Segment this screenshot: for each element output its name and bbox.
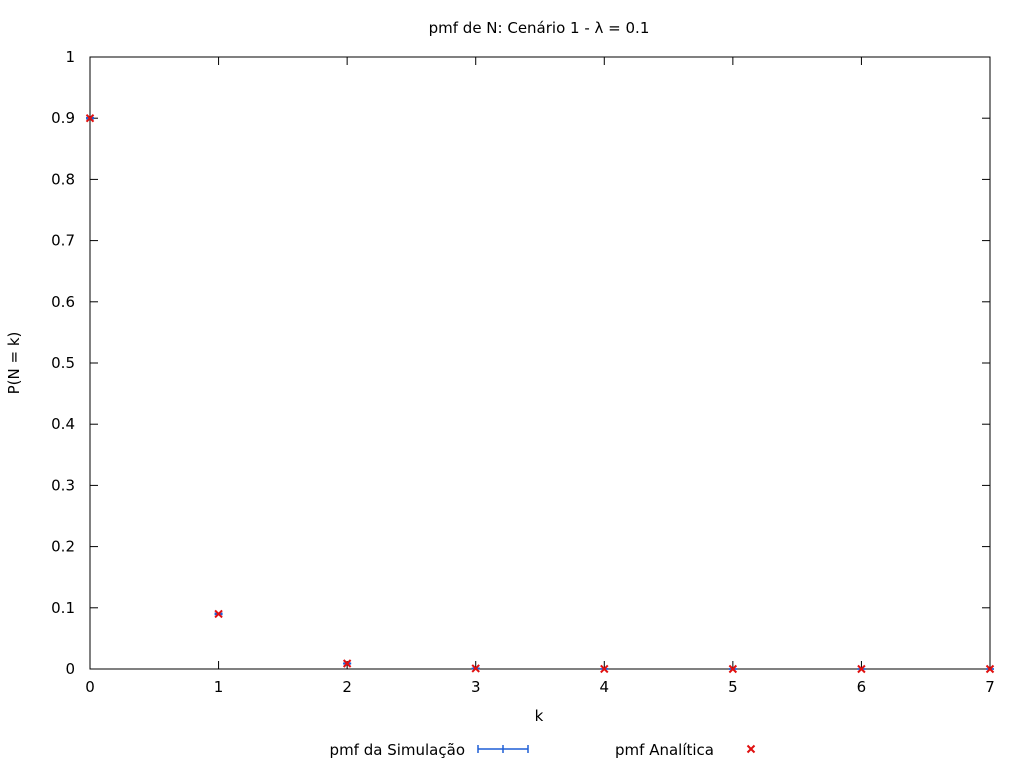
chart-title: pmf de N: Cenário 1 - λ = 0.1: [429, 19, 650, 37]
analytic-point: [471, 664, 480, 673]
y-tick-label: 0.1: [51, 599, 75, 617]
legend-key-analitica: [746, 744, 756, 754]
y-tick-label: 0.6: [51, 293, 75, 311]
analytic-point: [85, 113, 95, 123]
y-axis: 0 0.1 0.2 0.3 0.4 0.5 0.6 0.7 0.8 0.9 1: [51, 48, 990, 678]
x-tick-label: 1: [214, 678, 224, 696]
series-layer: [85, 113, 995, 674]
x-tick-label: 7: [985, 678, 995, 696]
x-axis-label: k: [535, 707, 544, 725]
x-tick: 0: [85, 57, 95, 696]
analytic-point: [728, 664, 738, 674]
x-axis: 0 1 2 3 4 5 6 7: [85, 57, 995, 696]
y-tick: 0.4: [51, 415, 990, 433]
legend-key-simulacao: [477, 745, 529, 753]
analytic-point: [857, 664, 866, 674]
y-tick-label: 0.8: [51, 170, 75, 188]
y-tick: 0.7: [51, 232, 990, 250]
legend-label-analitica: pmf Analítica: [615, 741, 714, 759]
x-tick: 1: [214, 57, 224, 696]
x-tick-label: 3: [471, 678, 481, 696]
analytic-point: [214, 609, 223, 619]
x-tick: 6: [857, 57, 867, 696]
y-tick-label: 0.5: [51, 354, 75, 372]
x-tick: 5: [728, 57, 738, 696]
y-tick-label: 0: [65, 660, 75, 678]
y-tick-label: 0.2: [51, 538, 75, 556]
x-tick: 4: [600, 57, 610, 696]
y-tick-label: 0.4: [51, 415, 75, 433]
x-tick-label: 0: [85, 678, 95, 696]
y-tick: 0.2: [51, 538, 990, 556]
y-tick: 1: [65, 48, 990, 66]
y-tick: 0.6: [51, 293, 990, 311]
legend-label-simulacao: pmf da Simulação: [330, 741, 465, 759]
x-tick: 2: [342, 57, 352, 696]
x-tick: 3: [471, 57, 481, 696]
y-tick-label: 1: [65, 48, 75, 66]
y-tick: 0.5: [51, 354, 990, 372]
x-tick-label: 4: [600, 678, 610, 696]
y-tick: 0.8: [51, 170, 990, 188]
analytic-point: [600, 664, 609, 674]
y-tick-label: 0.9: [51, 109, 75, 127]
y-tick: 0.9: [51, 109, 990, 127]
y-tick: 0.3: [51, 476, 990, 494]
analytic-point: [985, 664, 995, 674]
y-tick-label: 0.3: [51, 476, 75, 494]
x-tick-label: 2: [342, 678, 352, 696]
x-tick-label: 5: [728, 678, 738, 696]
y-axis-label: P(N = k): [5, 332, 23, 395]
analytic-point: [342, 659, 352, 668]
legend: pmf da Simulação pmf Analítica: [330, 741, 756, 759]
plot-frame: [89, 56, 991, 670]
y-tick: 0.1: [51, 599, 990, 617]
x-tick-label: 6: [857, 678, 867, 696]
y-tick-label: 0.7: [51, 232, 75, 250]
